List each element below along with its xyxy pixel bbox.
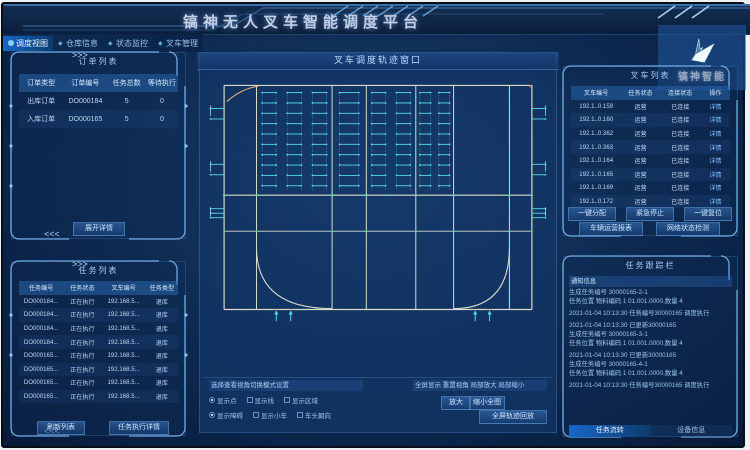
svg-text:<<<: <<<: [44, 229, 60, 239]
